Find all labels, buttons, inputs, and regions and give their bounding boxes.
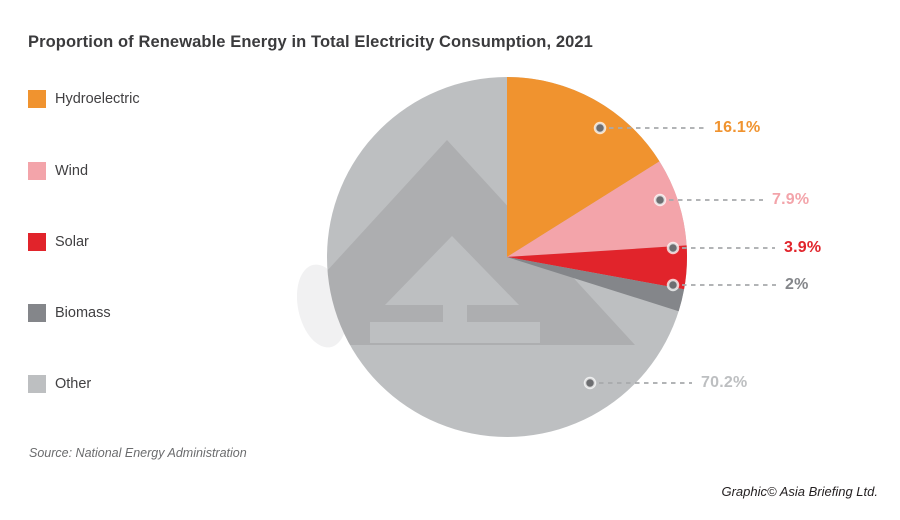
legend-item-solar: Solar xyxy=(28,233,89,251)
callout-dot-hydroelectric xyxy=(593,121,607,135)
legend-swatch-solar xyxy=(28,233,46,251)
source-note: Source: National Energy Administration xyxy=(29,446,247,460)
legend-label: Wind xyxy=(55,163,89,179)
legend-item-hydroelectric: Hydroelectric xyxy=(28,90,140,108)
pie-slice-solar xyxy=(507,245,688,290)
legend-swatch-other xyxy=(28,375,46,393)
chart-title: Proportion of Renewable Energy in Total … xyxy=(28,33,593,51)
callout-dot-biomass xyxy=(666,278,680,292)
pie-slice-biomass xyxy=(507,257,685,312)
callout-value-wind: 7.9% xyxy=(772,191,810,208)
callout-dot-solar xyxy=(666,241,680,255)
legend-item-wind: Wind xyxy=(28,162,88,180)
legend-label: Biomass xyxy=(55,305,111,321)
watermark-logo xyxy=(327,140,635,345)
pie-chart xyxy=(297,77,688,437)
legend-swatch-wind xyxy=(28,162,46,180)
callout-dot-other xyxy=(583,376,597,390)
legend-label: Solar xyxy=(55,234,89,250)
legend-item-biomass: Biomass xyxy=(28,304,111,322)
legend-label: Hydroelectric xyxy=(55,91,140,107)
legend-label: Other xyxy=(55,376,92,392)
legend: Hydroelectric Wind Solar Biomass Other xyxy=(0,0,220,420)
credit-note: Graphic© Asia Briefing Ltd. xyxy=(721,484,878,499)
callout-value-biomass: 2% xyxy=(785,276,809,293)
callout-value-hydroelectric: 16.1% xyxy=(714,119,761,136)
legend-swatch-hydroelectric xyxy=(28,90,46,108)
legend-swatch-biomass xyxy=(28,304,46,322)
pie-slice-wind xyxy=(507,161,687,257)
callout-dot-wind xyxy=(653,193,667,207)
callout-value-solar: 3.9% xyxy=(784,239,822,256)
pie-slice-hydroelectric xyxy=(507,77,660,257)
legend-item-other: Other xyxy=(28,375,91,393)
callout-value-other: 70.2% xyxy=(701,374,748,391)
